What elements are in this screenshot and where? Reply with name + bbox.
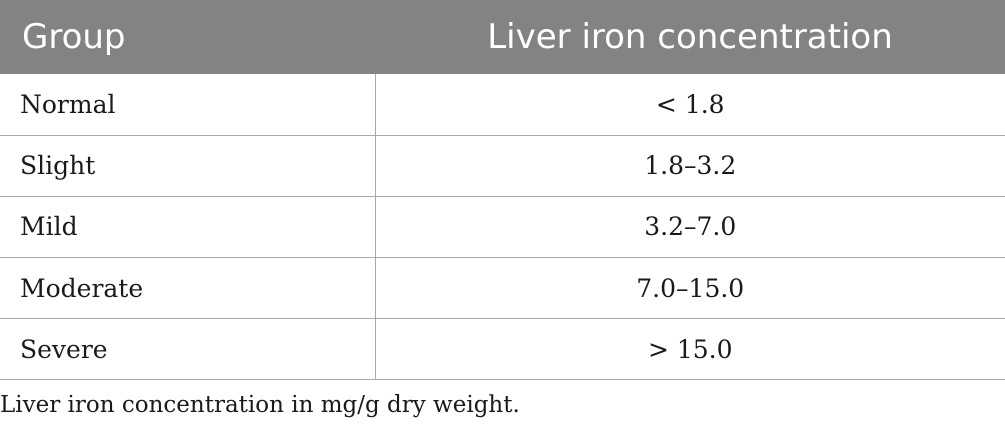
cell-value: 1.8–3.2 xyxy=(375,135,1005,197)
cell-value: < 1.8 xyxy=(375,74,1005,136)
table-row: Normal < 1.8 xyxy=(0,74,1005,136)
cell-group: Moderate xyxy=(0,257,376,320)
cell-group: Mild xyxy=(0,196,376,259)
table-row: Severe > 15.0 xyxy=(0,318,1005,381)
table-row: Mild 3.2–7.0 xyxy=(0,196,1005,259)
data-table-container: Group Liver iron concentration Normal < … xyxy=(0,0,1005,381)
cell-value: 7.0–15.0 xyxy=(375,257,1005,320)
table-body: Normal < 1.8 Slight 1.8–3.2 Mild 3.2–7.0… xyxy=(0,74,1005,381)
cell-group: Severe xyxy=(0,318,376,381)
cell-group: Slight xyxy=(0,135,376,197)
table-row: Moderate 7.0–15.0 xyxy=(0,257,1005,320)
cell-value: 3.2–7.0 xyxy=(375,196,1005,259)
table-row: Slight 1.8–3.2 xyxy=(0,135,1005,197)
header-group: Group xyxy=(22,17,126,57)
cell-group: Normal xyxy=(0,74,376,136)
liver-iron-table: Group Liver iron concentration Normal < … xyxy=(0,0,1005,381)
header-liver-iron-concentration: Liver iron concentration xyxy=(487,17,893,57)
table-header: Group Liver iron concentration xyxy=(0,0,1005,74)
header-row: Group Liver iron concentration xyxy=(0,0,1005,74)
cell-value: > 15.0 xyxy=(375,318,1005,381)
table-footnote: Liver iron concentration in mg/g dry wei… xyxy=(0,392,520,418)
